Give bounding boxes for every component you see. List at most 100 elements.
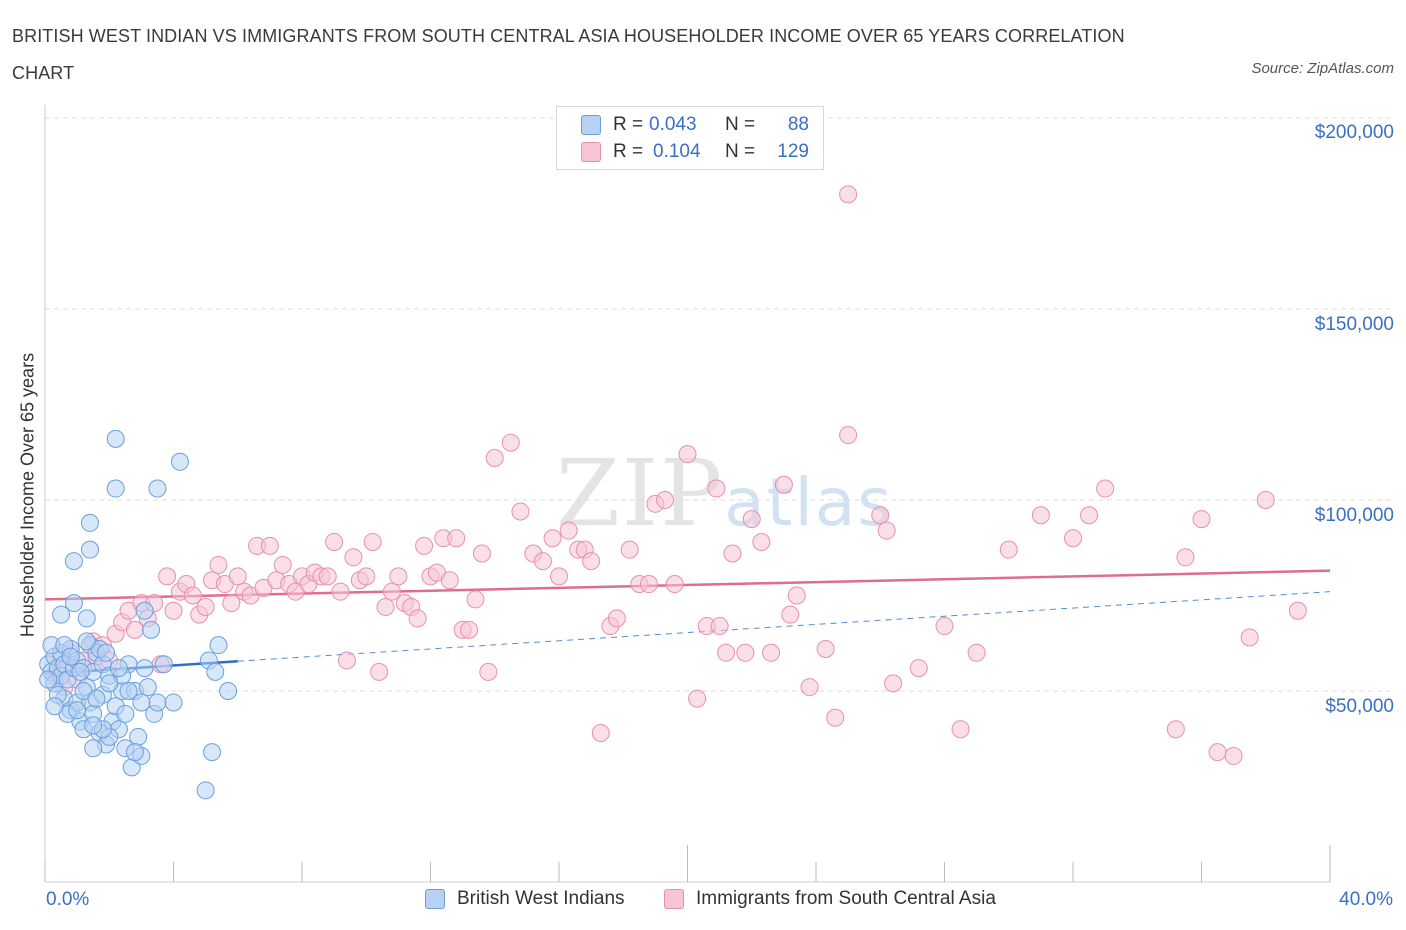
data-point-pink	[839, 185, 858, 204]
data-point-blue	[203, 743, 222, 762]
data-point-blue	[61, 647, 80, 666]
data-point-pink	[228, 567, 247, 586]
data-point-blue	[142, 620, 161, 639]
y-tick-label-100000: $100,000	[1314, 505, 1394, 526]
data-point-pink	[826, 708, 845, 727]
data-point-pink	[408, 609, 427, 628]
data-point-pink	[460, 620, 479, 639]
data-point-blue	[52, 605, 71, 624]
data-point-blue	[109, 659, 128, 678]
legend-label: Immigrants from South Central Asia	[696, 888, 996, 909]
data-point-pink	[774, 475, 793, 494]
data-point-blue	[68, 701, 87, 720]
data-point-pink	[344, 548, 363, 567]
data-point-blue	[148, 479, 167, 498]
data-point-blue	[64, 552, 83, 571]
chart-title: BRITISH WEST INDIAN VS IMMIGRANTS FROM S…	[12, 26, 1125, 83]
stats-legend-row-immigrants-south-central-asia: R = 0.104 N = 129	[581, 139, 809, 165]
y-axis-label: Householder Income Over 65 years	[17, 352, 38, 638]
r-label: R =	[613, 114, 644, 135]
legend-label: British West Indians	[457, 888, 625, 909]
data-point-pink	[1080, 506, 1099, 525]
data-point-pink	[485, 448, 504, 467]
data-point-pink	[909, 659, 928, 678]
data-point-blue	[129, 727, 148, 746]
data-point-pink	[742, 510, 761, 529]
watermark: ZIPatlas	[556, 440, 894, 547]
data-point-pink	[1064, 529, 1082, 548]
data-point-pink	[382, 582, 401, 601]
data-point-blue	[206, 662, 225, 681]
data-point-pink	[762, 643, 781, 662]
y-tick-label-200000: $200,000	[1314, 122, 1394, 143]
legend-item-immigrants-south-central-asia[interactable]: Immigrants from South Central Asia	[664, 888, 996, 910]
data-point-pink	[222, 594, 241, 613]
data-point-blue	[45, 697, 64, 716]
data-point-blue	[125, 743, 144, 762]
chart-source: Source: ZipAtlas.com	[1251, 60, 1394, 77]
n-label: N =	[725, 141, 756, 162]
data-point-pink	[543, 529, 562, 548]
data-point-pink	[1208, 743, 1227, 762]
data-point-pink	[884, 674, 903, 693]
n-value: 88	[787, 114, 809, 135]
data-point-pink	[389, 567, 408, 586]
data-point-pink	[447, 529, 466, 548]
data-point-pink	[325, 533, 344, 552]
r-value: 0.104	[653, 141, 701, 162]
data-point-pink	[1288, 601, 1307, 620]
data-point-blue	[80, 513, 99, 532]
data-point-pink	[363, 533, 382, 552]
data-point-pink	[656, 491, 675, 509]
data-point-blue	[135, 601, 154, 620]
pink-swatch	[664, 889, 684, 909]
data-point-pink	[736, 643, 755, 662]
stats-legend-row-british-west-indians: R = 0.043 N = 88	[581, 112, 809, 138]
data-point-blue	[64, 594, 83, 613]
data-point-pink	[260, 536, 279, 555]
data-point-pink	[158, 567, 177, 586]
n-label: N =	[725, 114, 756, 135]
data-point-pink	[466, 590, 485, 609]
data-point-pink	[209, 555, 228, 574]
data-point-blue	[170, 452, 189, 471]
data-point-pink	[472, 544, 491, 563]
data-point-pink	[678, 445, 697, 464]
data-point-pink	[787, 586, 806, 605]
data-point-blue	[106, 479, 125, 498]
data-point-pink	[871, 506, 890, 525]
data-point-pink	[639, 575, 658, 594]
data-point-pink	[440, 571, 459, 590]
legend-item-british-west-indians[interactable]: British West Indians	[425, 888, 625, 910]
data-point-blue	[77, 632, 96, 651]
r-value: 0.043	[649, 114, 697, 135]
data-point-pink	[707, 479, 726, 498]
data-point-pink	[183, 586, 202, 605]
data-point-pink	[967, 643, 986, 662]
data-point-pink	[999, 540, 1018, 559]
data-point-pink	[550, 567, 568, 586]
data-point-pink	[1096, 479, 1115, 498]
blue-swatch	[581, 115, 601, 135]
data-point-pink	[752, 533, 771, 552]
data-point-pink	[357, 567, 376, 586]
data-point-pink	[318, 567, 337, 586]
data-point-blue	[196, 781, 215, 800]
data-point-pink	[800, 678, 819, 697]
data-point-pink	[839, 426, 858, 445]
data-point-pink	[1031, 506, 1050, 525]
data-point-pink	[479, 662, 498, 681]
data-point-blue	[116, 704, 135, 723]
data-point-pink	[331, 582, 350, 601]
data-point-pink	[1240, 628, 1259, 647]
y-tick-label-150000: $150,000	[1314, 314, 1394, 335]
data-point-pink	[164, 601, 183, 620]
data-point-pink	[816, 639, 835, 658]
data-point-pink	[717, 643, 736, 662]
data-point-pink	[781, 605, 800, 624]
pink-swatch	[581, 142, 601, 162]
grid-lines	[45, 117, 1392, 692]
data-point-blue	[132, 693, 151, 712]
n-value: 129	[777, 141, 809, 162]
